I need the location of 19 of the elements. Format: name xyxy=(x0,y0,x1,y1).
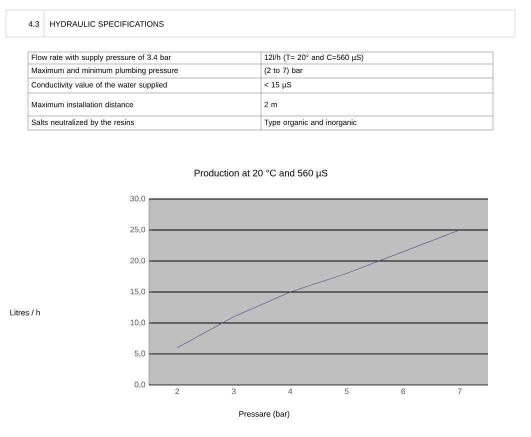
x-tick-label: 7 xyxy=(458,388,462,394)
chart-title: Production at 20 °C and 560 µS xyxy=(194,169,328,178)
x-tick-label: 6 xyxy=(401,388,406,394)
x-axis-title: Pressare (bar) xyxy=(239,410,290,418)
y-tick-label: 25,0 xyxy=(130,226,146,234)
y-tick-label: 30,0 xyxy=(130,196,146,202)
y-tick-label: 10,0 xyxy=(130,320,146,326)
y-tick-label: 15,0 xyxy=(130,288,146,296)
y-axis-title: Litres / h xyxy=(10,310,40,316)
x-tick-label: 5 xyxy=(344,388,349,394)
y-tick-label: 20,0 xyxy=(130,258,146,264)
x-tick-label: 4 xyxy=(288,388,292,394)
y-tick-label: 0,0 xyxy=(134,382,146,388)
line-series xyxy=(176,230,460,348)
text: HYDRAULIC SPECIFICATIONS xyxy=(50,21,164,27)
x-tick-label: 2 xyxy=(175,388,180,394)
text: 4.3 xyxy=(28,21,40,27)
x-tick-label: 3 xyxy=(232,388,236,394)
y-tick-label: 5,0 xyxy=(134,350,146,358)
